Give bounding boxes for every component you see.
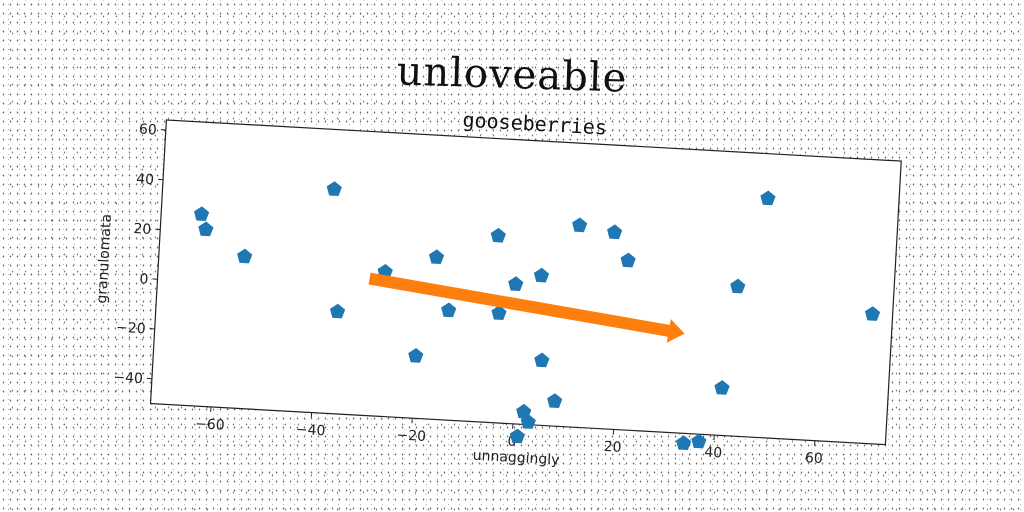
scatter-point (620, 252, 636, 268)
y-tick-label: 60 (139, 121, 158, 138)
scatter-point (864, 306, 881, 321)
y-tick-label: 20 (133, 221, 152, 238)
data-marks (194, 181, 881, 451)
y-axis: −40 −20 0 20 40 60 (113, 121, 166, 388)
scatter-point (329, 303, 346, 319)
scatter-point (675, 435, 692, 451)
scatter-point (572, 217, 588, 233)
scatter-point (237, 248, 253, 264)
arrow-mark (368, 272, 685, 343)
y-tick-label: −20 (116, 320, 146, 338)
y-axis-label: granulomata (94, 214, 115, 304)
y-tick-label: −40 (113, 370, 143, 388)
scatter-point (194, 206, 210, 221)
scatter-point (520, 414, 536, 429)
scatter-point (198, 221, 214, 237)
x-axis-label: unnaggingly (472, 448, 560, 469)
axes-frame (149, 119, 902, 446)
scatter-point (491, 305, 507, 321)
scatter-point (509, 428, 525, 444)
scatter-point (691, 433, 707, 449)
scatter-point (533, 267, 550, 283)
scatter-point (547, 393, 563, 408)
x-tick-label: 0 (507, 434, 517, 450)
x-tick-label: −20 (396, 427, 426, 445)
scatter-point (508, 276, 524, 292)
x-tick-label: −60 (195, 416, 225, 434)
x-tick-label: 20 (603, 439, 622, 456)
plot-area: gooseberries −60 −40 −20 0 20 40 60 −40 −20 0 20 4… (94, 108, 902, 469)
scatter-point (408, 348, 424, 363)
scatter-point (441, 302, 457, 318)
scatter-point (428, 249, 445, 265)
scatter-point (607, 224, 623, 240)
scatter-point (760, 190, 776, 206)
x-tick-label: −40 (295, 422, 325, 440)
chart-title: gooseberries (462, 108, 608, 140)
scatter-point (490, 227, 506, 243)
scatter-point (714, 380, 730, 395)
scatter-point (326, 181, 342, 197)
scatter-point (730, 278, 746, 294)
x-tick-label: 60 (805, 450, 824, 467)
y-tick-label: 0 (139, 271, 149, 287)
y-tick-label: 40 (136, 171, 155, 188)
x-axis: −60 −40 −20 0 20 40 60 (195, 406, 824, 467)
x-tick-label: 40 (704, 445, 723, 462)
scatter-point (534, 352, 550, 368)
